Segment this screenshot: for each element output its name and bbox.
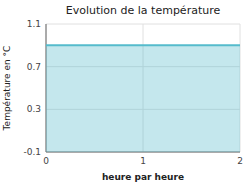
x-axis-label: heure par heure: [102, 172, 184, 182]
y-axis-label: Température en °C: [2, 46, 12, 132]
y-tick-label: -0.1: [23, 147, 41, 157]
chart-container: Evolution de la température -0.1 0.3 0.7 1.1…: [0, 0, 250, 188]
y-tick-label: 1.1: [27, 19, 41, 29]
grid: [46, 24, 240, 152]
chart-svg: Evolution de la température -0.1 0.3 0.7 1.1…: [0, 0, 250, 188]
x-tick-label: 2: [237, 156, 243, 166]
x-tick-label: 0: [43, 156, 49, 166]
x-tick-label: 1: [140, 156, 146, 166]
axes: -0.1 0.3 0.7 1.1 0 1 2: [23, 19, 242, 166]
plot-area: [46, 45, 240, 152]
y-tick-label: 0.7: [27, 62, 41, 72]
area-line: [46, 44, 240, 46]
chart-title: Evolution de la température: [66, 4, 221, 17]
y-tick-label: 0.3: [27, 104, 41, 114]
area-fill: [46, 45, 240, 152]
